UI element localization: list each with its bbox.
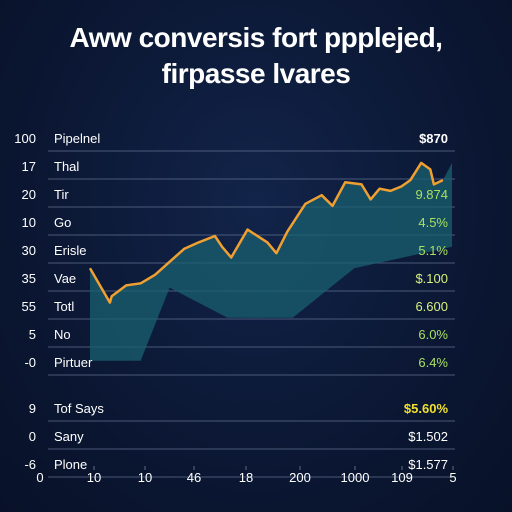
x-tick-label: 109 (391, 470, 413, 485)
x-tick-label: 18 (239, 470, 253, 485)
x-tick-label: 0 (36, 470, 43, 485)
row-value: 6.4% (418, 355, 448, 370)
row-label: Vae (54, 271, 76, 286)
x-tick-label: 1000 (341, 470, 370, 485)
row-value: 6.0% (418, 327, 448, 342)
row-label: Pirtuer (54, 355, 93, 370)
x-tick-label: 5 (449, 470, 456, 485)
row-value: $1.502 (408, 429, 448, 444)
x-tick-label: 200 (289, 470, 311, 485)
row-label: Thal (54, 159, 79, 174)
row-label: Sany (54, 429, 84, 444)
y-tick-label: 0 (29, 429, 36, 444)
row-value: $870 (419, 131, 448, 146)
row-value: $.100 (415, 271, 448, 286)
y-tick-label: 55 (22, 299, 36, 314)
x-tick-label: 46 (187, 470, 201, 485)
row-value: 5.1% (418, 243, 448, 258)
y-tick-label: -0 (24, 355, 36, 370)
row-value: 6.600 (415, 299, 448, 314)
row-label: Pipelnel (54, 131, 100, 146)
row-label: Totl (54, 299, 74, 314)
row-value: 9.874 (415, 187, 448, 202)
series-line (88, 161, 444, 304)
row-label: Tof Says (54, 401, 104, 416)
row-value: $5.60% (404, 401, 449, 416)
row-label: Go (54, 215, 71, 230)
row-label: No (54, 327, 71, 342)
row-value: $1.577 (408, 457, 448, 472)
y-tick-label: 10 (22, 215, 36, 230)
row-label: Erisle (54, 243, 87, 258)
y-tick-label: 20 (22, 187, 36, 202)
y-tick-label: 17 (22, 159, 36, 174)
x-tick-label: 10 (87, 470, 101, 485)
x-tick-label: 10 (138, 470, 152, 485)
row-label: Tir (54, 187, 69, 202)
row-value: 4.5% (418, 215, 448, 230)
chart-subtitle: firpasse lvares (161, 58, 351, 89)
y-tick-label: -6 (24, 457, 36, 472)
y-tick-label: 5 (29, 327, 36, 342)
area-fill (90, 162, 452, 361)
y-tick-label: 30 (22, 243, 36, 258)
row-label: Plone (54, 457, 87, 472)
y-tick-label: 100 (14, 131, 36, 146)
y-tick-label: 35 (22, 271, 36, 286)
chart-title: Aww conversis fort ppplejed, (69, 22, 443, 53)
y-tick-label: 9 (29, 401, 36, 416)
